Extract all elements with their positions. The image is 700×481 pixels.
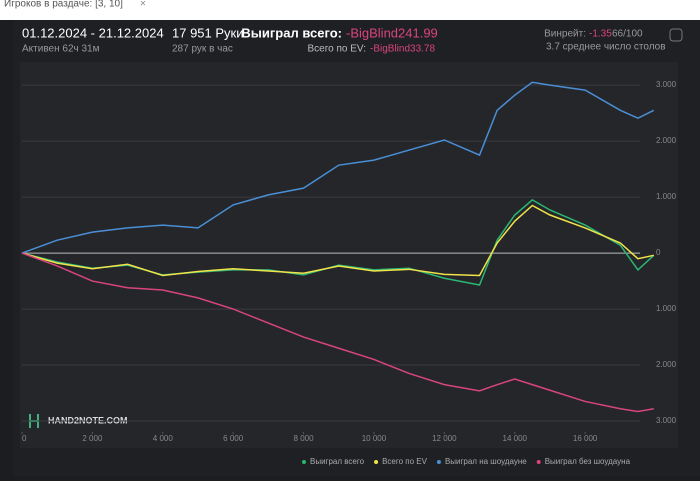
legend-marker (374, 460, 379, 464)
legend-label: Выиграл без шоудауна (545, 457, 631, 466)
won-label: Выиграл всего: (241, 25, 342, 40)
x-tick-label: 14 000 (503, 434, 528, 443)
settings-icon[interactable] (669, 28, 683, 42)
series-line (21, 81, 655, 254)
y-tick-label: 3.000 (656, 416, 677, 425)
plot-bg (20, 62, 678, 448)
x-tick-label: 2 000 (82, 434, 103, 443)
legend-label: Выиграл всего (310, 457, 365, 466)
y-tick-label: 2.000 (656, 136, 677, 145)
active: Активен 62ч 31м (22, 44, 100, 55)
x-tick-label: 6 000 (223, 434, 244, 443)
legend-marker (436, 460, 441, 464)
ev-value: -BigBlind33.78 (370, 44, 435, 55)
hands: 17 951 Руки (172, 25, 244, 40)
x-tick-label: 8 000 (294, 434, 315, 443)
tables: 3.7 среднее число столов (546, 42, 666, 53)
x-tick-label: 10 000 (362, 434, 387, 443)
ev-label: Всего по EV: (307, 44, 366, 55)
filter-bar (0, 0, 700, 20)
x-tick-label: 0 (22, 434, 27, 443)
legend-label: Всего по EV (382, 457, 428, 466)
x-tick-label: 4 000 (153, 434, 174, 443)
close-icon[interactable]: × (140, 0, 146, 10)
logo: HAND2NOTE.COM (48, 415, 128, 425)
winrate-label: Винрейт: (544, 29, 586, 40)
winrate-value: -1.35 (589, 29, 612, 40)
filter-label: Игроков в раздаче: [3, 10] (4, 0, 123, 10)
series-line (21, 252, 654, 413)
won-value: -BigBlind241.99 (346, 25, 438, 40)
hands-per-hour: 287 рук в час (172, 44, 233, 55)
y-tick-label: 3.000 (656, 80, 677, 89)
x-tick-label: 12 000 (432, 434, 457, 443)
y-tick-label: 2.000 (656, 360, 677, 369)
x-tick-label: 16 000 (573, 434, 598, 443)
legend-label: Выиграл на шоудауне (445, 457, 527, 466)
y-tick-label: 1.000 (656, 304, 677, 313)
winrate-unit: 66/100 (612, 29, 643, 40)
y-tick-label: 1.000 (656, 192, 677, 201)
period: 01.12.2024 - 21.12.2024 (22, 25, 164, 40)
legend-marker (536, 460, 541, 464)
series-line (21, 204, 654, 277)
y-tick-label: 0 (656, 248, 661, 257)
legend-marker (302, 460, 306, 464)
